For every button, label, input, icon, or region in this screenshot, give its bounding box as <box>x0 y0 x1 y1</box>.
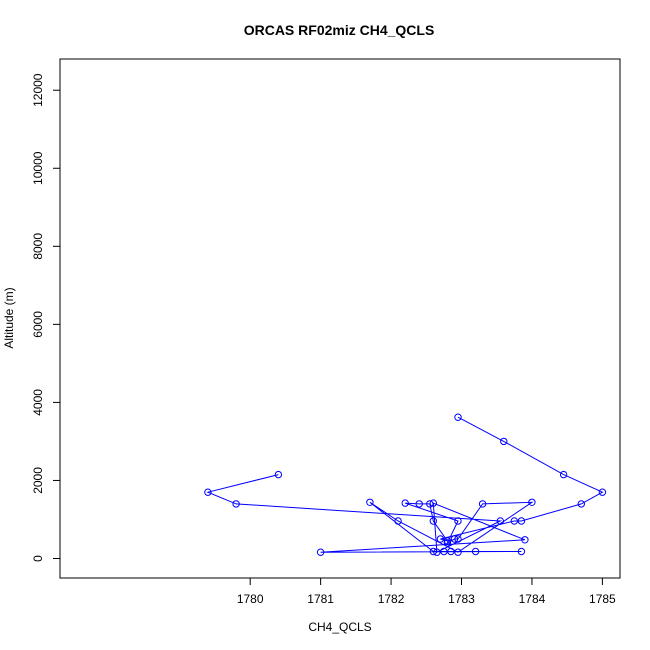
plot-frame <box>59 58 621 579</box>
y-tick-label: 2000 <box>31 467 45 494</box>
series-layer <box>204 413 607 556</box>
x-tick-label: 1785 <box>589 592 616 606</box>
x-tick-label: 1784 <box>519 592 546 606</box>
data-point <box>528 498 536 506</box>
x-axis: 1780 1781 1782 1783 1784 1785 <box>237 578 616 606</box>
data-point <box>415 500 423 508</box>
x-tick-label: 1781 <box>307 592 334 606</box>
x-tick-label: 1783 <box>448 592 475 606</box>
y-tick-label: 12000 <box>31 73 45 107</box>
data-point <box>366 498 374 506</box>
chart-title: ORCAS RF02miz CH4_QCLS <box>244 22 435 38</box>
series-line <box>206 416 604 553</box>
data-point <box>454 517 462 525</box>
data-point <box>559 470 568 479</box>
data-point <box>316 548 325 556</box>
y-axis-label: Altitude (m) <box>2 287 16 348</box>
data-point <box>394 517 402 525</box>
data-point <box>436 535 445 543</box>
data-point <box>433 548 441 556</box>
data-point <box>232 500 240 508</box>
data-point <box>510 517 518 525</box>
x-axis-label: CH4_QCLS <box>308 620 371 634</box>
x-tick-label: 1780 <box>237 592 264 606</box>
data-point <box>429 499 437 507</box>
data-point <box>478 500 487 508</box>
data-point <box>471 547 480 556</box>
y-axis: 0 2000 4000 6000 8000 10000 12000 <box>31 73 60 562</box>
y-tick-label: 10000 <box>31 151 45 185</box>
data-point <box>429 547 437 556</box>
data-point <box>450 535 459 543</box>
data-point <box>454 413 462 421</box>
data-point <box>598 488 607 496</box>
data-point <box>521 536 529 544</box>
data-point <box>454 548 462 556</box>
data-point <box>496 517 504 525</box>
x-tick-label: 1782 <box>378 592 405 606</box>
data-point <box>440 547 448 556</box>
data-point <box>274 470 283 479</box>
data-point <box>204 488 212 496</box>
data-point <box>447 547 455 556</box>
y-tick-label: 0 <box>31 555 45 562</box>
data-point <box>443 537 452 545</box>
data-point <box>517 547 526 556</box>
data-point <box>426 500 434 508</box>
y-tick-label: 6000 <box>31 311 45 338</box>
data-point <box>577 500 585 508</box>
data-point <box>401 499 409 507</box>
data-point <box>429 517 437 525</box>
y-tick-label: 4000 <box>31 389 45 416</box>
data-point <box>517 517 526 525</box>
data-point <box>454 535 462 543</box>
y-tick-label: 8000 <box>31 233 45 260</box>
data-point <box>443 539 452 547</box>
data-point <box>500 437 508 446</box>
